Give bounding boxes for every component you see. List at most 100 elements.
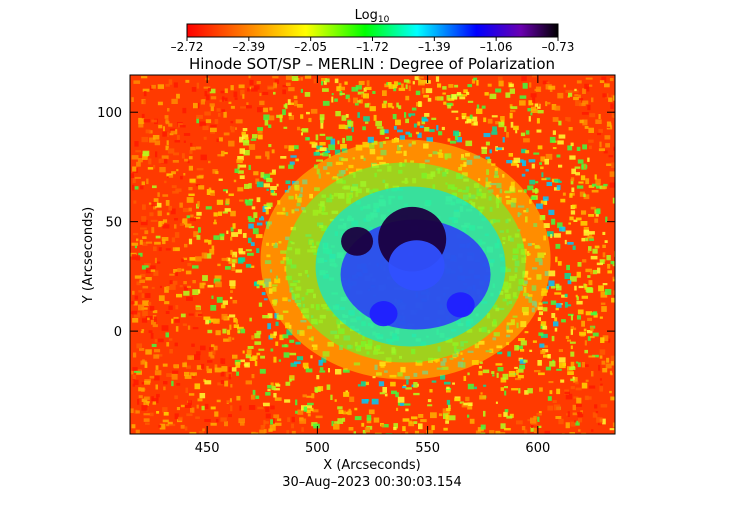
heatmap-speckle: [448, 98, 455, 101]
heatmap-speckle: [225, 266, 231, 270]
heatmap-speckle: [609, 78, 614, 82]
heatmap-speckle: [326, 384, 331, 390]
heatmap-speckle: [572, 404, 576, 411]
heatmap-speckle: [174, 318, 180, 323]
heatmap-speckle: [186, 215, 191, 219]
heatmap-speckle: [185, 79, 190, 83]
heatmap-speckle: [467, 414, 470, 418]
heatmap-speckle: [365, 381, 369, 386]
heatmap-speckle: [162, 131, 168, 137]
heatmap-speckle: [174, 140, 181, 143]
heatmap-speckle: [252, 134, 258, 139]
heatmap-speckle: [281, 344, 289, 348]
heatmap-speckle: [290, 362, 297, 367]
heatmap-speckle: [521, 148, 527, 154]
heatmap-speckle: [211, 349, 216, 355]
heatmap-speckle: [562, 362, 566, 367]
heatmap-speckle: [153, 164, 156, 169]
heatmap-speckle: [316, 159, 323, 162]
heatmap-speckle: [514, 345, 519, 351]
heatmap-speckle: [155, 202, 162, 208]
heatmap-speckle: [235, 127, 237, 130]
heatmap-speckle: [278, 359, 281, 362]
heatmap-speckle: [594, 174, 597, 180]
heatmap-speckle: [284, 399, 291, 403]
heatmap-speckle: [427, 399, 432, 403]
heatmap-speckle: [396, 407, 399, 411]
heatmap-speckle: [213, 318, 220, 324]
heatmap-speckle: [196, 82, 200, 89]
heatmap-speckle: [173, 152, 179, 156]
heatmap-speckle: [485, 156, 490, 160]
heatmap-speckle: [131, 424, 136, 429]
heatmap-speckle: [570, 276, 577, 282]
heatmap-speckle: [151, 119, 157, 123]
heatmap-speckle: [153, 270, 159, 276]
heatmap-speckle: [359, 99, 363, 104]
heatmap-speckle: [479, 361, 483, 364]
heatmap-speckle: [446, 388, 451, 393]
heatmap-speckle: [270, 419, 273, 425]
heatmap-speckle: [584, 349, 588, 354]
heatmap-speckle: [514, 366, 518, 369]
heatmap-speckle: [143, 99, 146, 104]
heatmap-speckle: [586, 287, 594, 293]
heatmap-speckle: [405, 95, 410, 101]
heatmap-speckle: [467, 100, 474, 103]
heatmap-speckle: [347, 121, 354, 127]
heatmap-speckle: [557, 92, 564, 99]
heatmap-speckle: [599, 385, 604, 392]
heatmap-speckle: [443, 101, 447, 105]
heatmap-speckle: [237, 156, 244, 161]
heatmap-speckle: [601, 306, 607, 312]
heatmap-speckle: [567, 313, 574, 316]
heatmap-speckle: [227, 329, 231, 335]
heatmap-speckle: [608, 97, 613, 102]
heatmap-speckle: [565, 230, 572, 235]
heatmap-speckle: [220, 380, 226, 385]
heatmap-speckle: [261, 216, 264, 219]
heatmap-speckle: [162, 194, 169, 197]
heatmap-speckle: [194, 354, 201, 360]
heatmap-speckle: [192, 280, 196, 284]
heatmap-speckle: [547, 231, 554, 237]
heatmap-speckle: [362, 126, 366, 131]
heatmap-speckle: [239, 199, 244, 202]
heatmap-speckle: [443, 427, 448, 431]
heatmap-speckle: [383, 100, 388, 104]
heatmap-speckle: [211, 344, 215, 350]
heatmap-speckle: [258, 134, 263, 140]
heatmap-speckle: [467, 383, 474, 390]
heatmap-speckle: [319, 147, 327, 151]
heatmap-speckle: [159, 285, 162, 289]
heatmap-speckle: [537, 360, 542, 366]
heatmap-speckle: [142, 241, 148, 246]
heatmap-speckle: [427, 404, 433, 407]
heatmap-speckle: [196, 351, 201, 356]
heatmap-speckle: [550, 300, 557, 305]
heatmap-speckle: [282, 109, 286, 116]
heatmap-speckle: [248, 405, 256, 410]
heatmap-speckle: [186, 413, 193, 417]
heatmap-speckle: [171, 185, 177, 189]
heatmap-speckle: [456, 92, 462, 96]
x-tick-label: 500: [305, 441, 330, 456]
heatmap-speckle: [234, 168, 239, 173]
heatmap-speckle: [584, 340, 587, 346]
heatmap-speckle: [516, 369, 519, 376]
heatmap-speckle: [224, 421, 228, 427]
heatmap-speckle: [207, 329, 213, 334]
heatmap-speckle: [583, 193, 586, 197]
heatmap-speckle: [276, 183, 279, 187]
heatmap-speckle: [247, 88, 250, 92]
heatmap-speckle: [525, 130, 530, 135]
heatmap-speckle: [495, 430, 501, 434]
heatmap-speckle: [592, 248, 598, 254]
heatmap-speckle: [240, 328, 246, 334]
heatmap-speckle: [518, 159, 524, 163]
heatmap-speckle: [600, 302, 606, 305]
heatmap-speckle: [409, 420, 413, 425]
heatmap-speckle: [301, 128, 309, 133]
heatmap-speckle: [575, 294, 578, 298]
heatmap-speckle: [474, 386, 477, 390]
